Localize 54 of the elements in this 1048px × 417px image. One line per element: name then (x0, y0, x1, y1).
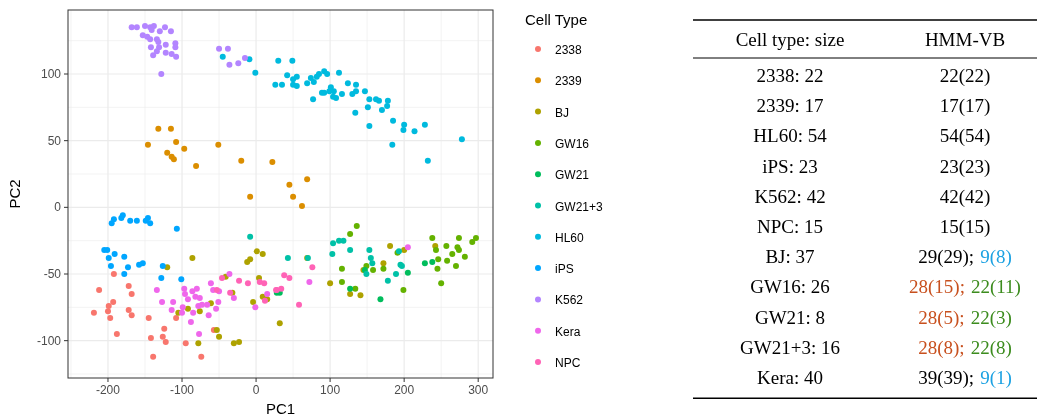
text: 28(15); (909, 276, 965, 298)
x-tick-label: 0 (252, 383, 260, 397)
category-label: iPS: 23 (762, 155, 818, 177)
x-axis-title: PC1 (265, 400, 296, 417)
category-label: BJ: 37 (765, 246, 815, 268)
category-label: HL60: 54 (753, 125, 827, 147)
legend-label: K562 (555, 293, 584, 308)
category-label: K562: 42 (754, 185, 826, 207)
x-tick-label: 100 (320, 383, 341, 397)
text: 28(5); (918, 306, 965, 328)
category-label: Cell type: size (735, 29, 845, 50)
y-axis-title: PC2 (6, 179, 23, 209)
text: 9(8) (980, 246, 1012, 268)
category-label: Kera: 40 (757, 367, 823, 388)
category-label: 2339: 17 (756, 95, 824, 117)
y-tick-label: -50 (43, 267, 62, 281)
text: 22(3) (970, 306, 1012, 328)
category-label: NPC: 15 (757, 216, 823, 237)
x-tick-label: -200 (95, 383, 121, 397)
text: 22(11) (970, 276, 1021, 298)
legend-label: GW21 (555, 168, 590, 183)
legend-label: NPC (555, 356, 581, 370)
y-tick-label: 0 (54, 200, 62, 215)
text: 42(42) (939, 185, 991, 207)
text: 22(8) (970, 336, 1012, 358)
text: 15(15) (939, 216, 991, 237)
x-tick-label: 200 (394, 383, 415, 397)
text: 9(1) (980, 367, 1012, 388)
legend-title: Cell Type (525, 11, 588, 28)
category-label: GW21: 8 (754, 306, 826, 328)
y-tick-label: -100 (36, 333, 62, 348)
y-tick-label: 100 (40, 67, 62, 81)
text: 22(22) (939, 65, 991, 86)
text: 29(29); (918, 246, 975, 268)
text: 39(39); (918, 367, 975, 388)
legend-label: GW16 (555, 136, 590, 151)
y-tick-label: 50 (47, 133, 62, 148)
category-label: GW21+3: 16 (740, 336, 840, 358)
category-label: 2338: 22 (756, 65, 824, 86)
x-tick-label: -100 (170, 383, 195, 397)
legend-label: GW21+3 (555, 199, 604, 214)
text: 28(8); (918, 336, 965, 358)
legend-label: iPS (555, 262, 574, 277)
legend-label: BJ (555, 105, 570, 120)
text: 54(54) (939, 125, 991, 147)
x-tick-label: 300 (468, 383, 489, 397)
text: 23(23) (939, 155, 991, 177)
legend-label: HL60 (555, 230, 585, 245)
legend-label: Kera (555, 324, 581, 339)
legend-label: 2339 (555, 74, 583, 89)
category-label: HMM-VB (924, 29, 1006, 50)
text: 17(17) (939, 95, 991, 117)
legend-label: 2338 (555, 43, 583, 57)
category-label: GW16: 26 (750, 276, 830, 298)
